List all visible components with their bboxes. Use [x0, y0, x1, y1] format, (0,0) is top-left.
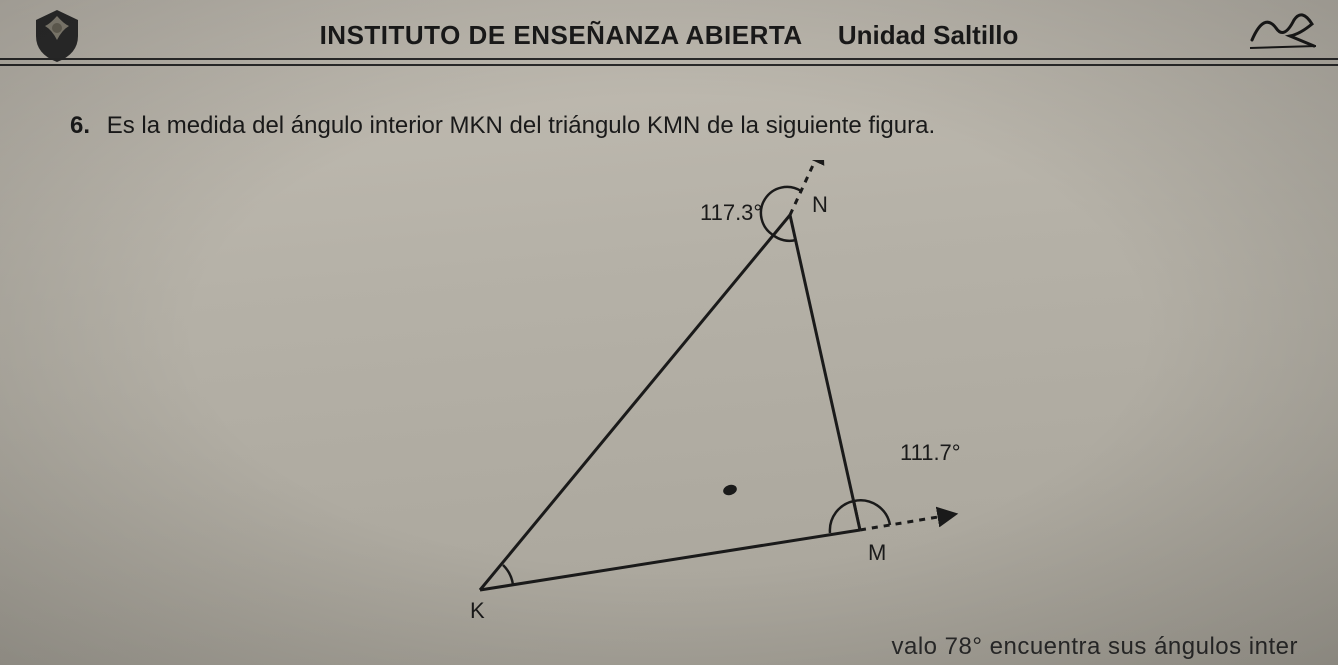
angle-label-n: 117.3°: [700, 200, 762, 225]
vertex-label-n: N: [812, 192, 828, 217]
arc-k: [503, 565, 513, 585]
ray-from-m: [860, 515, 950, 530]
signature-icon: [1246, 6, 1318, 54]
institution-name: INSTITUTO DE ENSEÑANZA ABIERTA: [320, 20, 803, 50]
arc-n-inner: [773, 235, 796, 241]
unit-name: Unidad Saltillo: [838, 20, 1019, 50]
arc-m-split: [854, 501, 860, 530]
question-number: 6.: [70, 112, 90, 139]
question-text: Es la medida del ángulo interior MKN del…: [107, 112, 935, 139]
arc-m: [830, 501, 854, 533]
header-rule: [0, 58, 1338, 60]
page-header: INSTITUTO DE ENSEÑANZA ABIERTA Unidad Sa…: [0, 0, 1338, 80]
question-line: 6. Es la medida del ángulo interior MKN …: [70, 112, 935, 140]
side-km: [480, 530, 860, 590]
footer-fragment: valo 78° encuentra sus ángulos inter: [891, 633, 1298, 661]
header-title: INSTITUTO DE ENSEÑANZA ABIERTA Unidad Sa…: [0, 20, 1338, 51]
worksheet-page: INSTITUTO DE ENSEÑANZA ABIERTA Unidad Sa…: [0, 0, 1338, 665]
header-rule: [0, 64, 1338, 66]
angle-label-m: 111.7°: [900, 440, 961, 465]
ink-blot-icon: [722, 483, 738, 497]
side-kn: [480, 215, 790, 590]
vertex-label-m: M: [868, 540, 886, 565]
side-nm: [790, 215, 860, 530]
vertex-label-k: K: [470, 598, 485, 623]
triangle-figure: K M N 117.3° 111.7°: [360, 160, 1000, 630]
